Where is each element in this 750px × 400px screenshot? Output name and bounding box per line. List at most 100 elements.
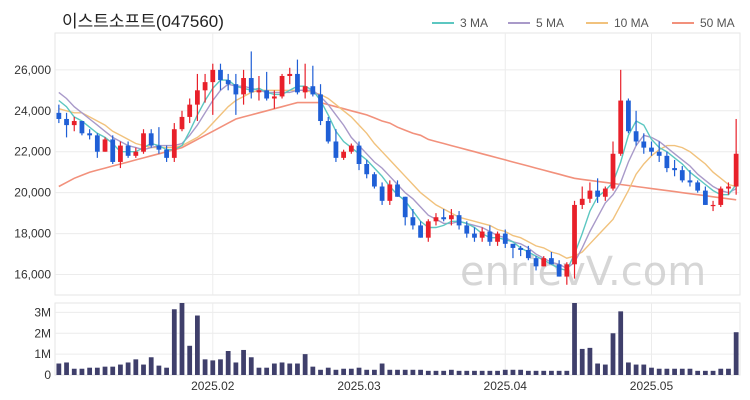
legend-label: 50 MA bbox=[700, 16, 735, 30]
candle-body bbox=[564, 264, 570, 277]
candle-body bbox=[156, 145, 162, 150]
candle-body bbox=[610, 153, 616, 189]
candle-body bbox=[79, 121, 85, 134]
volume-bar bbox=[233, 362, 239, 375]
volume-bar bbox=[672, 368, 677, 375]
volume-bar bbox=[202, 359, 208, 375]
x-tick-label: 2025.04 bbox=[484, 379, 528, 393]
volume-bar bbox=[171, 309, 177, 375]
watermark: enrievV.com bbox=[460, 249, 706, 295]
volume-bar bbox=[718, 368, 724, 375]
candle-body bbox=[372, 174, 377, 187]
volume-bar bbox=[156, 365, 162, 375]
volume-bar bbox=[564, 370, 570, 375]
volume-bar bbox=[626, 362, 631, 375]
grid-layer bbox=[54, 32, 741, 376]
candle-body bbox=[726, 186, 731, 189]
volume-bar bbox=[572, 303, 577, 375]
x-tick-label: 2025.03 bbox=[337, 379, 381, 393]
candle-body bbox=[333, 141, 339, 158]
volume-bar bbox=[487, 370, 493, 375]
chart-title: 이스트소프트(047560) bbox=[62, 12, 224, 31]
candle-body bbox=[533, 258, 539, 267]
legend-label: 3 MA bbox=[460, 16, 488, 30]
candle-body bbox=[395, 184, 400, 197]
volume-bar bbox=[456, 370, 462, 375]
candle-body bbox=[448, 215, 454, 220]
volume-bar bbox=[433, 370, 439, 375]
candle-body bbox=[279, 75, 285, 97]
volume-bar bbox=[595, 363, 600, 375]
volume-bar bbox=[71, 368, 77, 375]
ma10-line bbox=[58, 89, 737, 259]
candle-body bbox=[102, 139, 108, 152]
volume-bar bbox=[110, 366, 116, 375]
volume-bar bbox=[495, 370, 500, 375]
volume-bar bbox=[164, 367, 169, 375]
moving-average-layer bbox=[58, 79, 737, 272]
volume-bar bbox=[118, 364, 123, 375]
volume-bar bbox=[395, 369, 400, 375]
candle-body bbox=[602, 188, 608, 197]
volume-bar bbox=[472, 370, 477, 375]
volume-bar bbox=[102, 366, 108, 375]
candle-body bbox=[364, 164, 370, 175]
candle-body bbox=[133, 151, 139, 156]
volume-bar bbox=[448, 369, 454, 375]
volume-bar bbox=[502, 369, 508, 375]
candle-body bbox=[579, 198, 585, 205]
y-tick-label: 16,000 bbox=[14, 268, 51, 282]
candle-body bbox=[418, 225, 423, 238]
candles-layer bbox=[56, 51, 739, 285]
candle-body bbox=[702, 190, 708, 205]
volume-bar bbox=[179, 303, 185, 375]
candle-body bbox=[148, 133, 154, 146]
candle-body bbox=[718, 188, 724, 205]
volume-tick-label: 0 bbox=[44, 368, 51, 382]
candle-body bbox=[695, 182, 701, 191]
legend: 3 MA 5 MA 10 MA 50 MA bbox=[432, 16, 735, 30]
volume-bar bbox=[348, 368, 354, 375]
y-tick-label: 22,000 bbox=[14, 145, 51, 159]
candle-body bbox=[518, 247, 524, 250]
volume-bar bbox=[649, 367, 654, 375]
candle-body bbox=[587, 190, 593, 199]
volume-bar bbox=[256, 367, 262, 375]
volume-bar bbox=[518, 369, 524, 375]
candle-body bbox=[633, 131, 639, 142]
volume-bar bbox=[610, 333, 616, 375]
candle-body bbox=[195, 90, 200, 105]
volume-bar bbox=[510, 369, 516, 375]
volume-panel-frame bbox=[54, 302, 741, 376]
volume-bar bbox=[602, 364, 608, 375]
y-tick-label: 26,000 bbox=[14, 63, 51, 77]
candle-body bbox=[179, 116, 185, 130]
volume-tick-label: 3M bbox=[34, 305, 51, 319]
volume-bar bbox=[141, 364, 146, 375]
volume-bar bbox=[379, 363, 385, 375]
candle-body bbox=[495, 233, 500, 242]
x-tick-label: 2025.02 bbox=[191, 379, 235, 393]
volume-bar bbox=[271, 363, 277, 375]
volume-bar bbox=[664, 368, 670, 375]
volume-bar bbox=[94, 367, 100, 375]
volume-bar bbox=[264, 367, 270, 375]
candle-body bbox=[672, 168, 677, 171]
x-tick-label: 2025.05 bbox=[630, 379, 674, 393]
volume-bar bbox=[464, 370, 470, 375]
candle-body bbox=[141, 133, 146, 152]
volume-bar bbox=[210, 360, 216, 375]
y-tick-label: 18,000 bbox=[14, 227, 51, 241]
candle-body bbox=[125, 145, 131, 156]
candle-body bbox=[325, 121, 331, 142]
volume-bar bbox=[195, 315, 200, 375]
volume-bar bbox=[533, 370, 539, 375]
volume-bar bbox=[402, 369, 408, 375]
volume-bar bbox=[133, 359, 139, 375]
volume-bar bbox=[56, 363, 62, 375]
candle-body bbox=[56, 112, 62, 119]
volume-bar bbox=[218, 359, 223, 375]
candle-body bbox=[433, 217, 439, 222]
